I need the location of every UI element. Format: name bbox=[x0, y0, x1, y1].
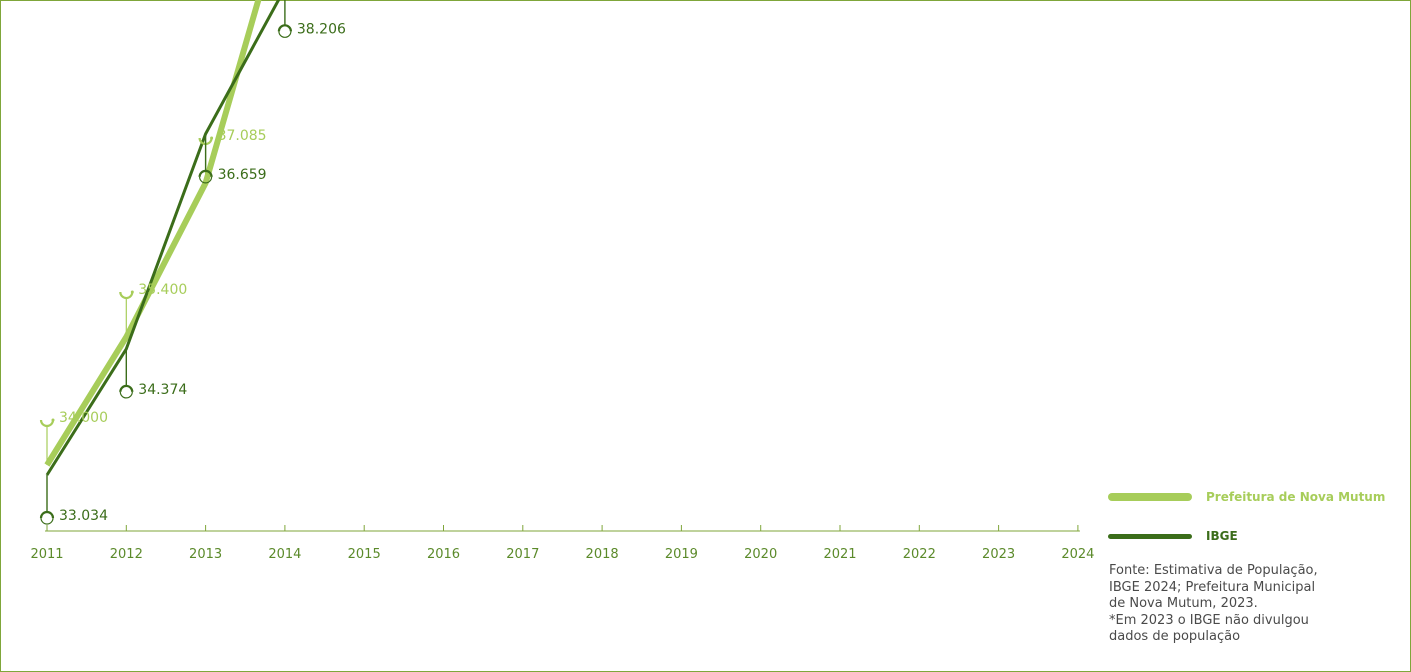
data-label-prefeitura: 37.085 bbox=[218, 128, 267, 144]
data-label-ibge: 34.374 bbox=[138, 382, 187, 398]
marker-dot-prefeitura bbox=[130, 290, 134, 294]
x-tick-label: 2012 bbox=[110, 547, 143, 562]
source-line: dados de população bbox=[1109, 629, 1241, 644]
data-label-ibge: 33.034 bbox=[59, 508, 108, 524]
source-line: Fonte: Estimativa de População, bbox=[1109, 563, 1318, 578]
marker-ibge bbox=[277, 24, 292, 32]
data-label-ibge: 36.659 bbox=[218, 167, 267, 183]
marker-prefeitura bbox=[39, 419, 55, 428]
data-label-prefeitura: 34.000 bbox=[59, 410, 108, 426]
marker-dot-prefeitura bbox=[51, 418, 55, 422]
x-tick-label: 2020 bbox=[744, 547, 777, 562]
x-tick-label: 2011 bbox=[30, 547, 63, 562]
series-line-ibge bbox=[45, 0, 281, 476]
marker-ibge-bottom bbox=[119, 391, 133, 399]
legend-swatch-prefeitura bbox=[1108, 493, 1192, 501]
x-tick-label: 2015 bbox=[348, 547, 381, 562]
x-tick-label: 2017 bbox=[506, 547, 539, 562]
marker-ibge-bottom bbox=[278, 31, 292, 38]
legend-label-prefeitura: Prefeitura de Nova Mutum bbox=[1206, 490, 1386, 504]
marker-ibge bbox=[119, 384, 134, 393]
marker-prefeitura bbox=[119, 291, 134, 300]
source-note: Fonte: Estimativa de População, IBGE 202… bbox=[1109, 563, 1349, 646]
x-tick-label: 2013 bbox=[189, 547, 222, 562]
x-tick-label: 2021 bbox=[823, 547, 856, 562]
marker-ibge-bottom bbox=[199, 176, 213, 184]
marker-ibge-bottom bbox=[40, 517, 54, 525]
legend-item-ibge: IBGE bbox=[1108, 529, 1238, 543]
legend-item-prefeitura: Prefeitura de Nova Mutum bbox=[1108, 490, 1385, 504]
marker-ibge bbox=[39, 510, 55, 519]
source-line: de Nova Mutum, 2023. bbox=[1109, 596, 1258, 611]
x-tick-label: 2024 bbox=[1061, 547, 1094, 562]
x-tick-label: 2018 bbox=[586, 547, 619, 562]
marker-dot-prefeitura bbox=[210, 136, 214, 140]
x-tick-label: 2023 bbox=[982, 547, 1015, 562]
x-tick-label: 2022 bbox=[903, 547, 936, 562]
marker-ibge bbox=[198, 169, 213, 178]
data-label-ibge: 38.206 bbox=[297, 21, 346, 37]
data-label-prefeitura: 35.400 bbox=[138, 282, 187, 298]
legend-swatch-ibge bbox=[1108, 533, 1192, 539]
source-line: *Em 2023 o IBGE não divulgou bbox=[1109, 612, 1309, 628]
x-tick-label: 2014 bbox=[268, 547, 301, 562]
x-tick-label: 2019 bbox=[665, 547, 698, 562]
legend-label-ibge: IBGE bbox=[1206, 529, 1238, 543]
series-line-prefeitura bbox=[44, 0, 262, 467]
x-tick-label: 2016 bbox=[427, 547, 460, 562]
source-line: IBGE 2024; Prefeitura Municipal bbox=[1109, 579, 1316, 595]
